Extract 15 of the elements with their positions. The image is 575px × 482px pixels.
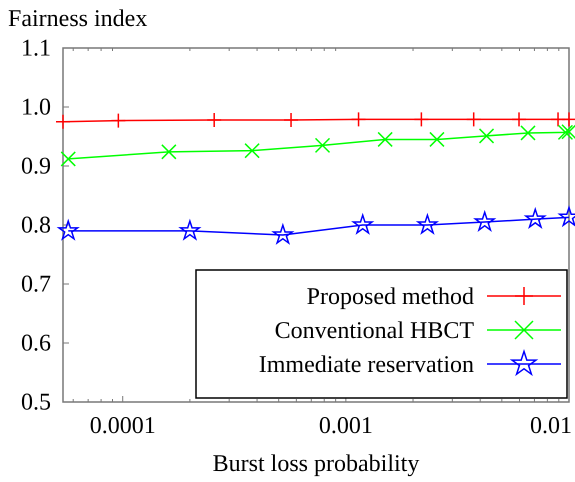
x-axis-title: Burst loss probability [212,451,420,477]
y-tick-label: 0.5 [21,390,51,416]
legend-label: Proposed method [306,284,474,310]
legend-label: Conventional HBCT [274,318,474,344]
legend-label: Immediate reservation [258,352,474,378]
x-tick-label: 0.001 [318,413,373,440]
y-tick-label: 1.1 [21,36,51,62]
y-tick-label: 1.0 [21,94,51,121]
x-tick-label: 0.0001 [90,413,156,440]
y-axis-title: Fairness index [8,6,148,32]
y-tick-label: 0.8 [21,212,51,239]
x-tick-label: 0.01 [530,413,572,440]
y-tick-label: 0.9 [21,154,51,180]
y-tick-label: 0.7 [21,272,51,298]
y-tick-label: 0.6 [21,330,51,357]
